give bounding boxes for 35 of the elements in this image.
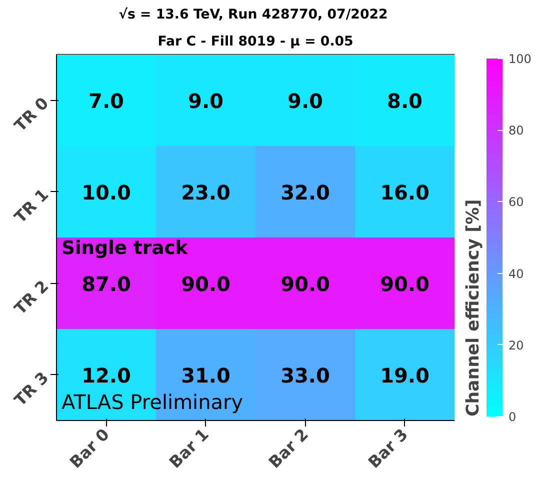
data-label: 7.0 <box>88 88 124 113</box>
x-tick-label: Bar 2 <box>264 424 312 472</box>
chart-subtitle: Far C - Fill 8019 - μ = 0.05 <box>158 34 354 50</box>
x-tick-label: Bar 3 <box>364 424 412 472</box>
color-bar-label: 40 <box>508 266 524 281</box>
data-label: 32.0 <box>280 180 330 204</box>
data-label: 90.0 <box>280 272 330 296</box>
data-label: 31.0 <box>181 363 230 388</box>
data-label: 23.0 <box>181 180 230 204</box>
data-label: 90.0 <box>181 272 230 296</box>
x-tick-label: Bar 1 <box>165 424 212 472</box>
x-tick-label: Bar 0 <box>66 424 113 472</box>
data-label: 8.0 <box>387 88 422 113</box>
color-bar-label: 0 <box>508 410 516 424</box>
color-bar-title: Channel efficiency [%] <box>464 199 484 416</box>
color-bar-label: 80 <box>508 124 524 138</box>
data-label: 16.0 <box>380 180 430 204</box>
data-label: 19.0 <box>380 363 430 388</box>
y-tick-label: TR 1 <box>10 185 52 227</box>
annotation: Single track <box>61 238 188 259</box>
data-label: 87.0 <box>82 272 131 296</box>
y-tick-label: TR 2 <box>10 276 52 318</box>
data-label: 12.0 <box>82 363 131 388</box>
annotation: ATLAS Preliminary <box>61 390 244 414</box>
y-tick-label: TR 3 <box>10 368 52 410</box>
color-bar-label: 100 <box>508 52 532 66</box>
color-bar-label: 20 <box>508 338 524 352</box>
data-label: 10.0 <box>82 180 131 204</box>
color-bar-label: 60 <box>508 195 524 210</box>
data-label: 9.0 <box>288 88 323 113</box>
data-label: 9.0 <box>188 88 224 113</box>
chart-title: √s = 13.6 TeV, Run 428770, 07/2022 <box>118 6 388 22</box>
data-label: 33.0 <box>280 363 330 388</box>
y-tick-label: TR 0 <box>10 94 52 136</box>
data-label: 90.0 <box>380 272 430 296</box>
